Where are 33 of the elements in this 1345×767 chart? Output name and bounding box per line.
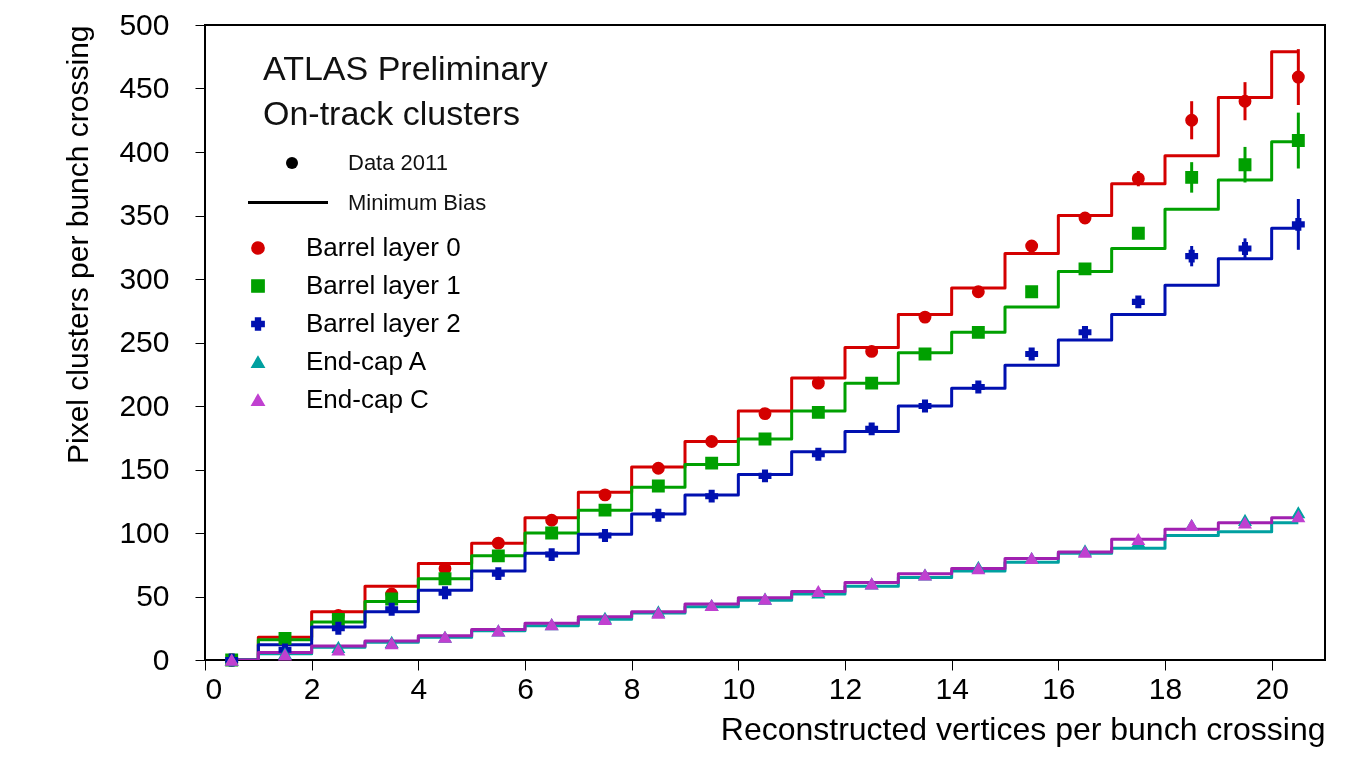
x-tick-label: 4 (410, 671, 428, 705)
y-tick-label: 250 (119, 325, 170, 358)
x-tick-label: 0 (205, 671, 223, 705)
y-tick-label: 150 (119, 452, 170, 485)
legend-label: Barrel layer 1 (306, 270, 461, 300)
y-tick-label: 50 (136, 579, 170, 612)
x-tick-label: 6 (517, 671, 534, 705)
x-tick-label: 16 (1042, 671, 1076, 705)
y-tick-label: 450 (119, 71, 170, 104)
x-axis-title: Reconstructed vertices per bunch crossing (720, 710, 1326, 747)
annotation: Data 2011 (348, 150, 448, 175)
x-tick-label: 18 (1148, 671, 1183, 705)
y-tick-label: 400 (119, 134, 170, 168)
annotation: On-track clusters (263, 94, 520, 132)
y-axis-title: Pixel clusters per bunch crossing (61, 25, 95, 465)
annotation: ATLAS Preliminary (263, 49, 548, 87)
legend-label: Barrel layer 2 (306, 308, 461, 338)
y-tick-label: 100 (119, 515, 170, 549)
y-tick-label: 300 (119, 261, 170, 295)
x-tick-label: 10 (722, 671, 756, 705)
y-tick-label: 350 (119, 198, 170, 231)
annotation: Minimum Bias (348, 190, 487, 215)
legend-label: End-cap C (306, 384, 429, 414)
y-tick-label: 0 (152, 642, 170, 676)
y-tick-label: 200 (119, 388, 170, 422)
x-tick-label: 20 (1255, 671, 1289, 705)
x-tick-label: 12 (828, 671, 863, 705)
x-tick-label: 14 (935, 671, 969, 705)
x-tick-label: 8 (623, 671, 641, 705)
legend-label: Barrel layer 0 (306, 232, 461, 262)
legend-label: End-cap A (306, 346, 427, 376)
y-tick-label: 500 (119, 7, 170, 41)
x-tick-label: 2 (303, 671, 321, 705)
